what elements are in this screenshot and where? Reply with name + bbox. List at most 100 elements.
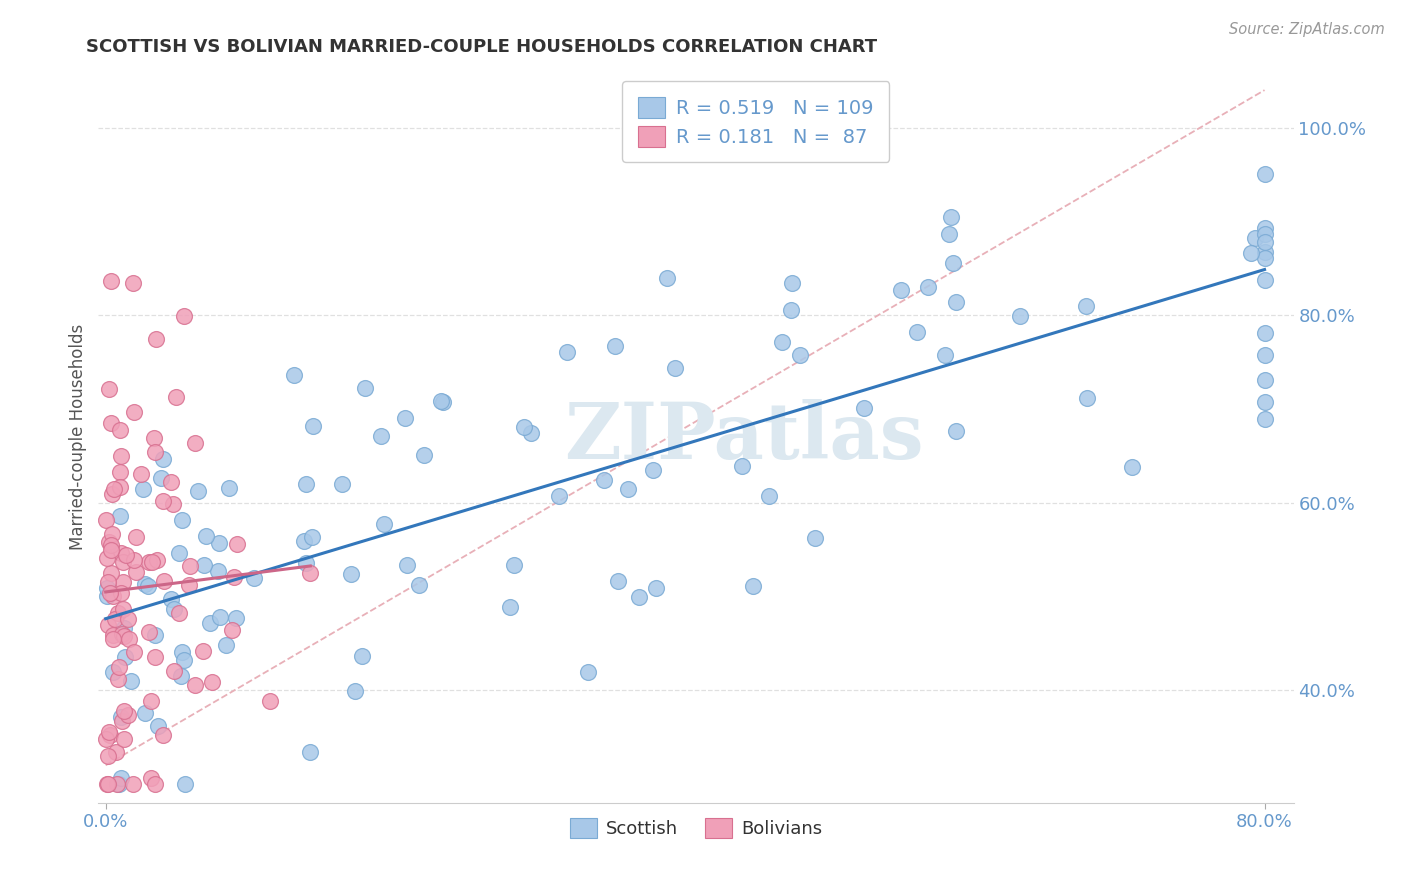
Point — [111, 626, 134, 640]
Point — [179, 578, 201, 592]
Point — [741, 578, 763, 592]
Point — [107, 672, 129, 686]
Point — [779, 303, 801, 318]
Point — [122, 553, 145, 567]
Point — [98, 586, 121, 600]
Point — [97, 777, 120, 791]
Point — [373, 516, 395, 531]
Point — [350, 649, 373, 664]
Point — [112, 629, 135, 643]
Point — [112, 622, 135, 636]
Point — [655, 270, 678, 285]
Point — [605, 338, 627, 352]
Point — [207, 536, 229, 550]
Point — [101, 632, 124, 646]
Point — [112, 602, 135, 616]
Point — [340, 566, 363, 581]
Point — [183, 436, 205, 450]
Point — [208, 609, 231, 624]
Text: SCOTTISH VS BOLIVIAN MARRIED-COUPLE HOUSEHOLDS CORRELATION CHART: SCOTTISH VS BOLIVIAN MARRIED-COUPLE HOUS… — [87, 38, 877, 56]
Point — [101, 526, 124, 541]
Point — [731, 458, 754, 473]
Point — [1121, 460, 1143, 475]
Point — [1253, 326, 1275, 340]
Point — [299, 566, 322, 580]
Point — [100, 275, 122, 289]
Point — [804, 531, 827, 545]
Point — [1253, 227, 1275, 242]
Point — [593, 473, 616, 487]
Point — [225, 611, 247, 625]
Point — [413, 448, 436, 462]
Point — [139, 694, 162, 708]
Point — [111, 714, 134, 728]
Point — [259, 694, 281, 708]
Point — [152, 494, 174, 508]
Point — [179, 558, 201, 573]
Point — [96, 581, 118, 595]
Point — [283, 368, 305, 382]
Point — [200, 615, 222, 630]
Point — [100, 566, 122, 580]
Point — [142, 431, 165, 445]
Point — [520, 425, 543, 440]
Point — [218, 481, 240, 495]
Point — [114, 649, 136, 664]
Point — [146, 553, 169, 567]
Point — [890, 283, 912, 297]
Point — [430, 393, 453, 408]
Point — [1010, 309, 1032, 323]
Point — [353, 381, 375, 395]
Point — [758, 490, 780, 504]
Point — [292, 534, 315, 549]
Point — [138, 555, 160, 569]
Point — [143, 777, 166, 791]
Point — [187, 483, 209, 498]
Point — [98, 382, 121, 396]
Point — [513, 420, 536, 434]
Point — [170, 645, 193, 659]
Point — [96, 550, 118, 565]
Point — [195, 529, 218, 543]
Point — [148, 719, 170, 733]
Point — [396, 558, 419, 572]
Point — [174, 777, 197, 791]
Point — [138, 625, 160, 640]
Point — [98, 728, 121, 742]
Point — [628, 590, 651, 604]
Point — [94, 732, 117, 747]
Point — [193, 644, 215, 658]
Point — [664, 360, 686, 375]
Point — [105, 777, 128, 791]
Point — [942, 256, 965, 270]
Point — [103, 590, 125, 604]
Point — [110, 771, 132, 785]
Point — [145, 627, 167, 641]
Point — [134, 576, 156, 591]
Point — [938, 227, 960, 241]
Point — [134, 706, 156, 720]
Text: ZIPatlas: ZIPatlas — [564, 399, 924, 475]
Point — [1074, 299, 1097, 313]
Point — [108, 777, 131, 791]
Point — [100, 417, 122, 431]
Point — [100, 538, 122, 552]
Point — [108, 423, 131, 437]
Point — [125, 530, 148, 544]
Point — [945, 294, 967, 309]
Point — [780, 277, 803, 291]
Point — [770, 335, 793, 350]
Point — [96, 777, 118, 791]
Point — [141, 555, 163, 569]
Y-axis label: Married-couple Households: Married-couple Households — [69, 324, 87, 550]
Point — [555, 344, 578, 359]
Point — [408, 578, 430, 592]
Point — [173, 309, 195, 323]
Point — [132, 482, 155, 496]
Point — [789, 348, 811, 362]
Point — [110, 546, 132, 560]
Point — [145, 332, 167, 346]
Point — [122, 404, 145, 418]
Point — [152, 452, 174, 467]
Point — [1253, 245, 1275, 260]
